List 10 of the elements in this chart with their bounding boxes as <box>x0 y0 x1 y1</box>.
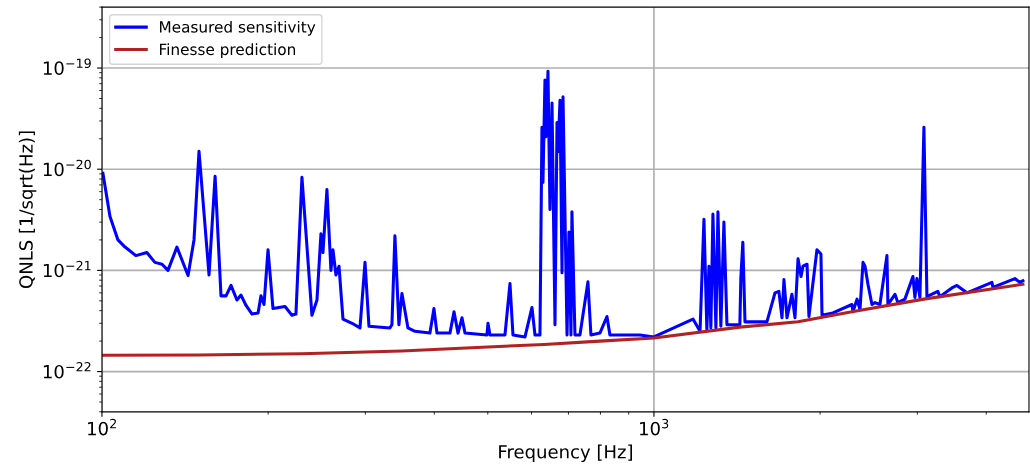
y-tick-label: 10$^{−20}$ <box>43 159 91 177</box>
y-tick-label: 10$^{−21}$ <box>43 260 91 278</box>
legend-label: Measured sensitivity <box>160 20 316 36</box>
y-tick-label: 10$^{−19}$ <box>43 58 91 76</box>
x-tick-label: 10$^{2}$ <box>88 418 116 436</box>
x-axis-title: Frequency [Hz] <box>499 444 632 463</box>
x-tick-label: 10$^{3}$ <box>640 418 669 436</box>
y-axis-title: QNLS [1/sqrt(Hz)] <box>18 131 37 289</box>
y-tick-label: 10$^{−22}$ <box>43 361 91 379</box>
legend-label: Finesse prediction <box>160 43 296 59</box>
